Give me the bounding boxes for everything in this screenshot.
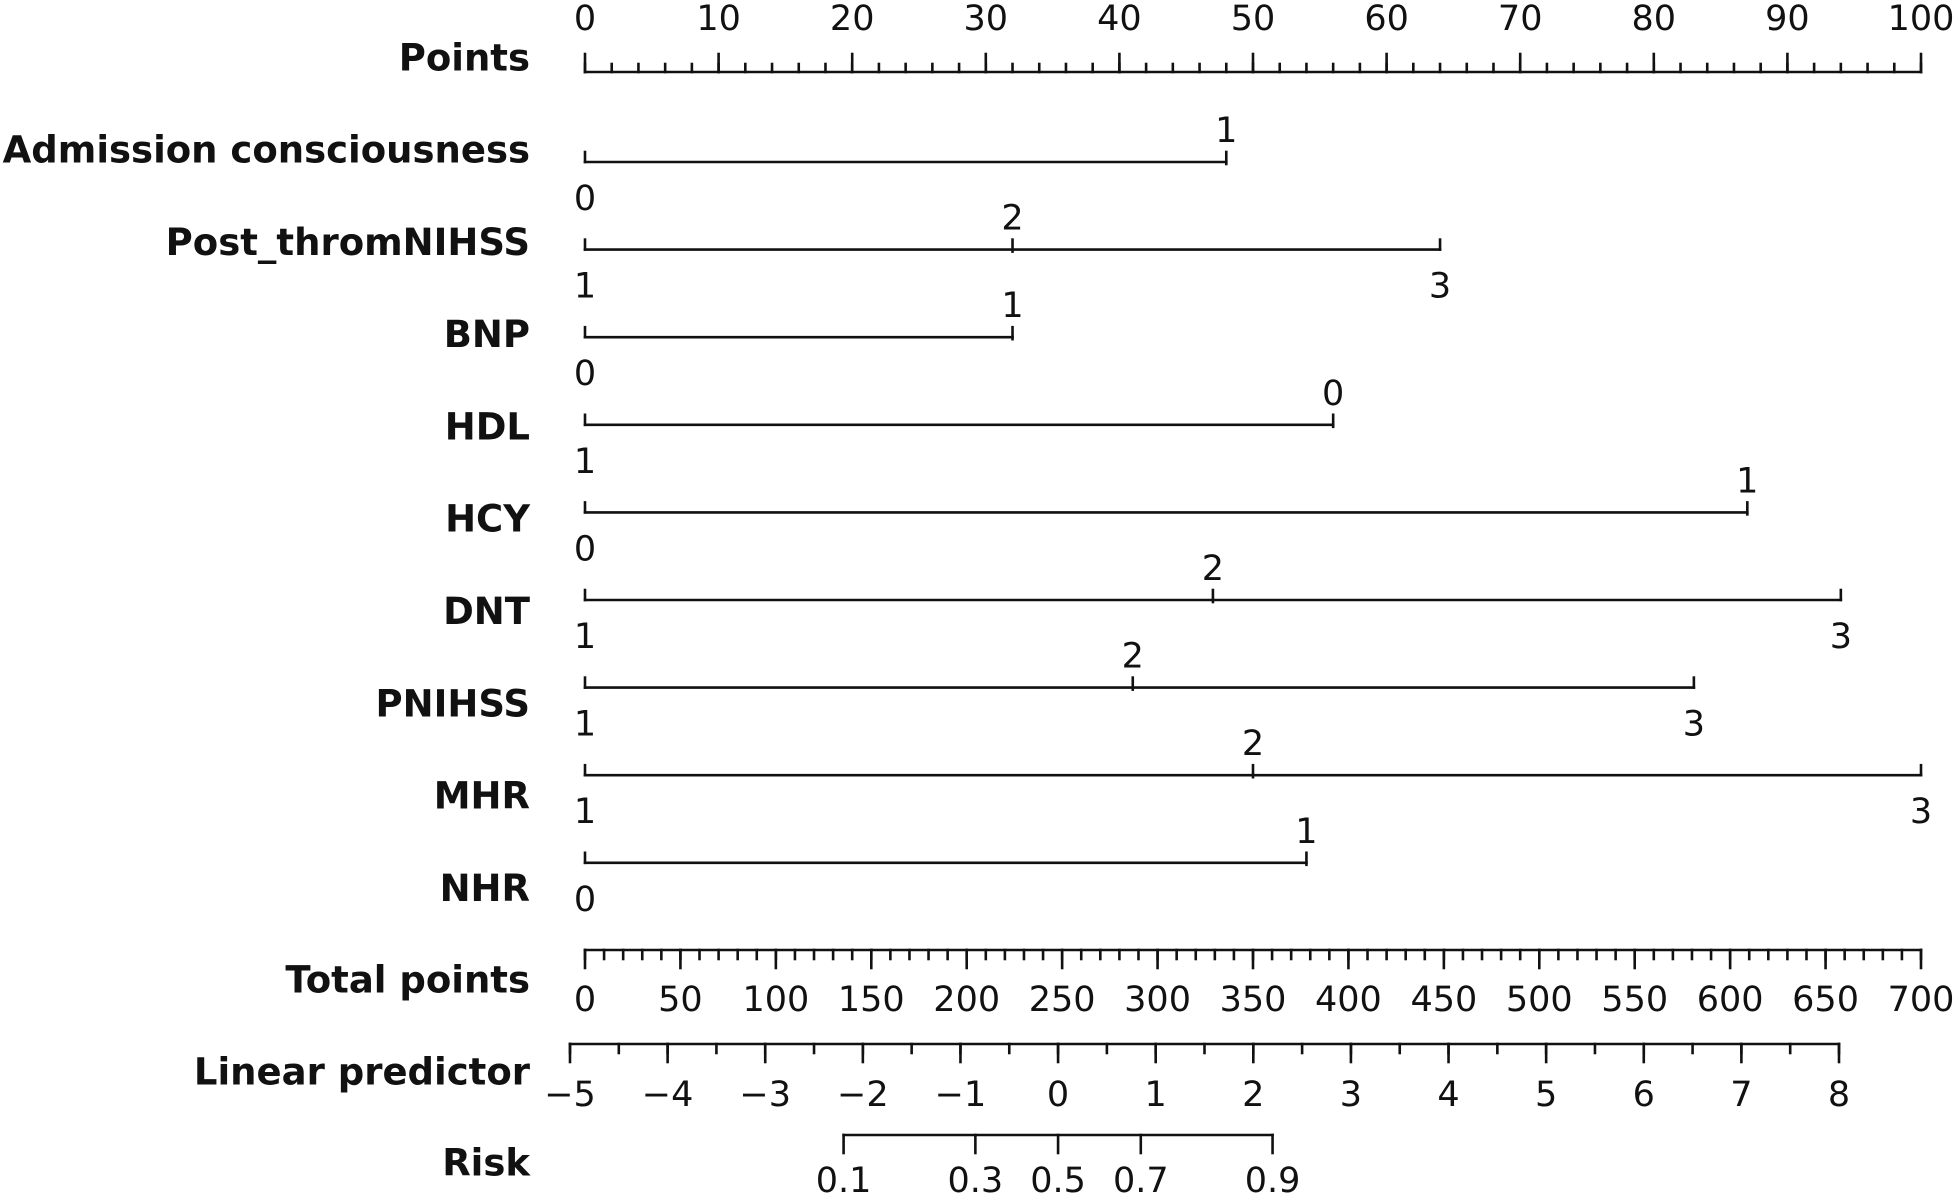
level-label: 1 [574, 792, 596, 832]
tick-label: 100 [742, 980, 809, 1020]
tick-label: 0.7 [1113, 1161, 1169, 1200]
level-label: 3 [1429, 267, 1451, 307]
tick-label: 1 [1145, 1075, 1167, 1115]
tick-label: 600 [1697, 980, 1764, 1020]
tick-label: 0 [574, 0, 596, 39]
tick-label: −5 [544, 1075, 596, 1115]
tick-label: 3 [1340, 1075, 1362, 1115]
level-label: 1 [574, 617, 596, 657]
variable-label: Post_thromNIHSS [166, 221, 530, 264]
level-label: 3 [1910, 792, 1932, 832]
tick-label: 350 [1220, 980, 1287, 1020]
tick-label: 0 [574, 980, 596, 1020]
tick-label: −1 [935, 1075, 987, 1115]
level-label: 0 [574, 880, 596, 920]
tick-label: 400 [1315, 980, 1382, 1020]
tick-label: 0.3 [948, 1161, 1004, 1200]
level-label: 1 [1736, 461, 1758, 501]
tick-label: 50 [1231, 0, 1276, 39]
axis-label: Risk [442, 1142, 531, 1185]
level-label: 1 [1215, 111, 1237, 151]
tick-label: 8 [1828, 1075, 1850, 1115]
tick-label: 50 [658, 980, 703, 1020]
tick-label: 0.9 [1245, 1161, 1301, 1200]
level-label: 0 [574, 354, 596, 394]
tick-label: 550 [1601, 980, 1668, 1020]
variable-label: DNT [443, 590, 531, 633]
tick-label: 500 [1506, 980, 1573, 1020]
tick-label: 7 [1730, 1075, 1752, 1115]
tick-label: −4 [642, 1075, 694, 1115]
axis-label: Total points [285, 959, 530, 1002]
level-label: 2 [1122, 637, 1144, 677]
variable-label: HCY [445, 498, 531, 541]
tick-label: 90 [1765, 0, 1810, 39]
level-label: 0 [574, 529, 596, 569]
tick-label: 70 [1498, 0, 1543, 39]
variable-label: Admission consciousness [3, 129, 530, 172]
tick-label: 30 [964, 0, 1009, 39]
level-label: 3 [1683, 705, 1705, 745]
variable-label: PNIHSS [376, 682, 530, 725]
level-label: 1 [574, 442, 596, 482]
variable-label: NHR [440, 867, 530, 910]
level-label: 1 [574, 267, 596, 307]
tick-label: 2 [1242, 1075, 1264, 1115]
tick-label: 0.5 [1030, 1161, 1086, 1200]
level-label: 2 [1242, 724, 1264, 764]
level-label: 3 [1830, 617, 1852, 657]
level-label: 1 [1295, 812, 1317, 852]
tick-label: −2 [837, 1075, 889, 1115]
tick-label: 450 [1410, 980, 1477, 1020]
tick-label: 150 [838, 980, 905, 1020]
tick-label: 20 [830, 0, 875, 39]
variable-label: HDL [445, 405, 530, 448]
tick-label: 40 [1097, 0, 1142, 39]
tick-label: 0 [1047, 1075, 1069, 1115]
tick-label: 700 [1888, 980, 1955, 1020]
level-label: 0 [574, 179, 596, 219]
level-label: 0 [1322, 374, 1344, 414]
level-label: 1 [574, 705, 596, 745]
tick-label: −3 [739, 1075, 791, 1115]
axis-label: Points [399, 37, 530, 80]
tick-label: 200 [933, 980, 1000, 1020]
tick-label: 250 [1029, 980, 1096, 1020]
tick-label: 60 [1364, 0, 1409, 39]
tick-label: 5 [1535, 1075, 1557, 1115]
level-label: 2 [1202, 549, 1224, 589]
tick-label: 0.1 [816, 1161, 872, 1200]
level-label: 2 [1001, 199, 1023, 239]
level-label: 1 [1001, 286, 1023, 326]
tick-label: 300 [1124, 980, 1191, 1020]
tick-label: 10 [696, 0, 741, 39]
axis-label: Linear predictor [194, 1051, 531, 1094]
tick-label: 100 [1888, 0, 1955, 39]
tick-label: 80 [1632, 0, 1677, 39]
variable-label: BNP [444, 313, 530, 356]
tick-label: 6 [1633, 1075, 1655, 1115]
variable-label: MHR [434, 775, 530, 818]
tick-label: 4 [1437, 1075, 1459, 1115]
tick-label: 650 [1792, 980, 1859, 1020]
